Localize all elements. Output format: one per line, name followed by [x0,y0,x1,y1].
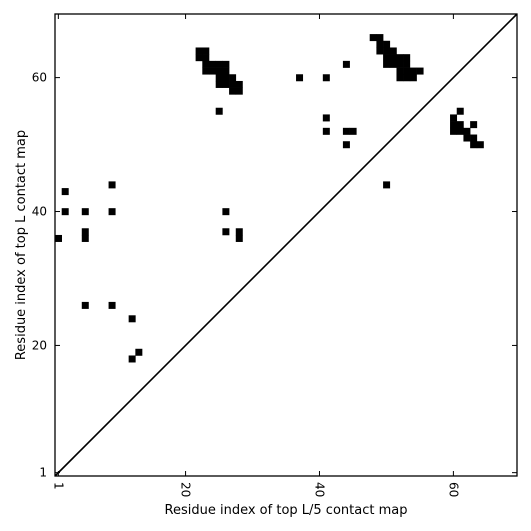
contact-cell [409,67,417,75]
contact-cell [195,47,203,55]
contact-cells [55,34,484,363]
contact-cell [376,40,384,48]
contact-cell [470,134,478,142]
contact-cell [396,74,404,82]
contact-cell [229,80,237,88]
contact-cell [383,47,391,55]
contact-cell [229,74,237,82]
contact-cell [456,121,464,129]
contact-cell [322,74,330,82]
contact-cell [389,47,397,55]
contact-cell [128,315,136,323]
y-axis-label: Residue index of top L contact map [14,130,29,360]
contact-cell [383,54,391,62]
contact-cell [202,67,210,75]
contact-cell [215,107,223,115]
contact-cell [202,47,210,55]
x-tick-label: 20 [179,482,193,497]
contact-cell [342,141,350,149]
contact-cell [215,80,223,88]
contact-cell [376,47,384,55]
contact-cell [463,134,471,142]
x-tick-label: 40 [312,482,326,497]
contact-cell [403,67,411,75]
plot-frame [54,13,518,477]
contact-cell [235,234,243,242]
contact-cell [470,121,478,129]
x-axis-label: Residue index of top L/5 contact map [165,503,408,518]
contact-cell [209,60,216,68]
contact-cell [456,107,464,115]
contact-cell [403,60,411,68]
contact-cell [396,54,404,62]
contact-cell [235,80,243,88]
contact-cell [202,54,210,62]
contact-cell [456,127,464,135]
contact-cell [61,188,69,196]
contact-cell [108,301,116,309]
contact-cell [128,355,136,363]
contact-cell [195,54,203,62]
contact-cell [215,74,223,82]
contact-cell [383,181,391,189]
contact-cell [222,208,230,216]
contact-cell [209,67,216,75]
contact-cell [222,74,230,82]
contact-cell [81,208,89,216]
contact-cell [450,114,458,122]
contact-cell [135,348,143,356]
contact-cell [403,74,411,82]
contact-cell [376,34,384,42]
y-tick-label: 40 [32,205,47,219]
contact-cell [55,234,62,242]
contact-cell [463,127,471,135]
contact-cell [81,228,89,236]
contact-cell [222,67,230,75]
contact-cell [108,208,116,216]
contact-cell [215,60,223,68]
contact-cell [342,60,350,68]
contact-cell [222,60,230,68]
x-tick-label: 1 [51,482,65,490]
contact-cell [322,114,330,122]
contact-cell [61,208,69,216]
contact-cell [450,127,458,135]
contact-cell [383,60,391,68]
contact-cell [322,127,330,135]
contact-cell [409,74,417,82]
contact-cell [403,54,411,62]
contact-cell [369,34,377,42]
contact-cell [202,60,210,68]
contact-cell [215,67,223,75]
contact-cell [476,141,484,149]
contact-cell [396,60,404,68]
y-tick-label: 60 [32,71,47,85]
contact-cell [389,54,397,62]
contact-cell [342,127,350,135]
x-tick-label: 60 [446,482,460,497]
contact-cell [229,87,237,95]
y-tick-label: 1 [39,466,47,480]
contact-cell [108,181,116,189]
contact-cell [389,60,397,68]
axis-ticks: 1 20 40 60 1 20 40 60 [32,14,517,497]
contact-cell [470,141,478,149]
contact-cell [383,40,391,48]
contact-cell [81,234,89,242]
contact-cell [235,228,243,236]
y-tick-label: 20 [32,338,47,352]
contact-cell [450,121,458,129]
contact-cell [222,228,230,236]
diagonal-line [54,13,518,477]
contact-cell [222,80,230,88]
contact-cell [396,67,404,75]
contact-cell [235,87,243,95]
contact-cell [349,127,357,135]
contact-cell [296,74,304,82]
contact-cell [81,301,89,309]
contact-cell [416,67,424,75]
